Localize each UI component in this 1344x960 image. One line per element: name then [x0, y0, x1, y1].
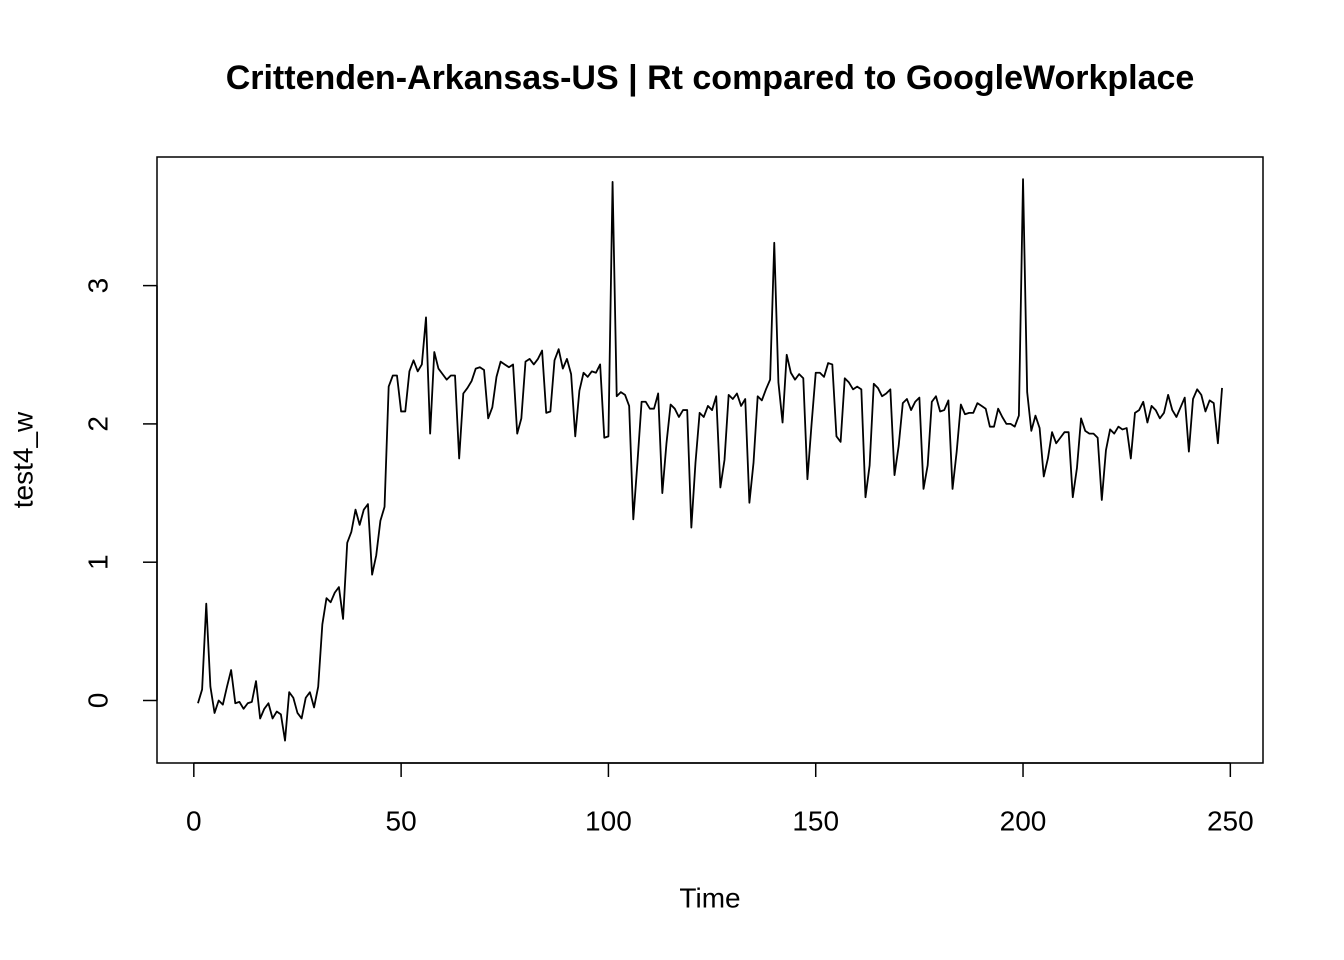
- x-tick-label: 100: [585, 805, 632, 836]
- chart-title: Crittenden-Arkansas-US | Rt compared to …: [226, 59, 1195, 97]
- y-tick-label: 0: [82, 693, 113, 709]
- data-line: [197, 178, 1223, 742]
- y-tick-label: 1: [82, 554, 113, 570]
- x-tick-label: 150: [792, 805, 839, 836]
- y-tick-label: 3: [82, 278, 113, 294]
- x-tick-label: 50: [386, 805, 417, 836]
- x-tick-label: 0: [186, 805, 202, 836]
- y-tick-label: 2: [82, 416, 113, 432]
- x-axis-label: Time: [679, 882, 740, 913]
- y-axis-label: test4_w: [7, 411, 38, 508]
- x-tick-label: 200: [1000, 805, 1047, 836]
- x-tick-label: 250: [1207, 805, 1254, 836]
